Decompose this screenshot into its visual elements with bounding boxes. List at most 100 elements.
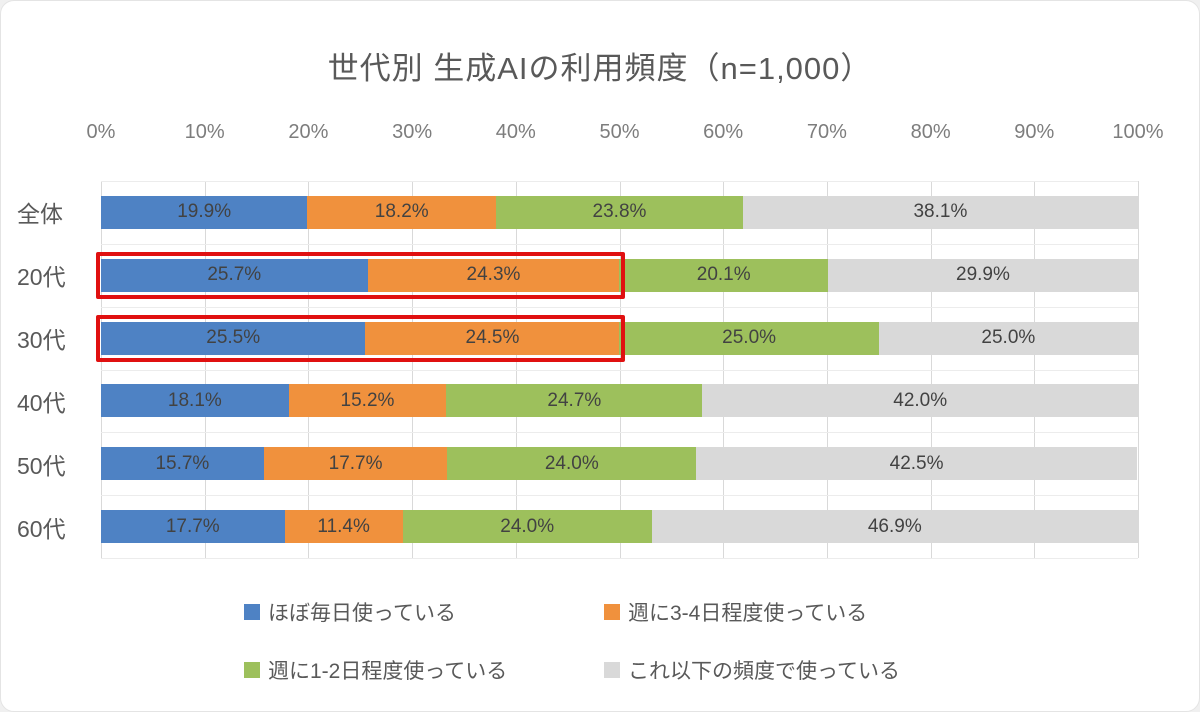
bar-segment: 17.7%	[101, 510, 285, 544]
gridline-horizontal	[101, 306, 1138, 308]
bar-value-label: 42.0%	[893, 389, 948, 411]
bar-segment: 24.0%	[447, 447, 697, 481]
legend-label: 週に1-2日程度使っている	[268, 660, 508, 683]
bar-value-label: 17.7%	[328, 452, 383, 474]
bar-track: 25.5% 24.5% 25.0% 25.0%	[96, 314, 1138, 362]
category-axis: 全体 20代 30代 40代 50代 60代	[1, 181, 91, 558]
bar-segment: 42.5%	[696, 447, 1137, 481]
bar-segment: 25.0%	[619, 321, 879, 355]
bar-segment: 25.7%	[101, 258, 368, 292]
plot-area: 19.9% 18.2% 23.8% 38.1% 25.7% 24.3% 20.1% 29.9%…	[96, 181, 1139, 559]
gridline-horizontal	[101, 432, 1138, 434]
category-label: 50代	[17, 452, 66, 479]
bar-segment: 24.7%	[446, 384, 703, 418]
bar-row: 25.7% 24.3% 20.1% 29.9%	[96, 244, 1138, 307]
x-tick-label: 0%	[86, 121, 116, 143]
legend-swatch-icon	[244, 604, 260, 620]
bar-value-label: 24.3%	[466, 264, 521, 286]
bar-segment: 29.9%	[827, 258, 1138, 292]
category-label: 20代	[17, 264, 66, 291]
bar-track: 18.1% 15.2% 24.7% 42.0%	[101, 384, 1138, 418]
bar-value-label: 18.1%	[167, 389, 222, 411]
x-tick-label: 60%	[703, 121, 744, 143]
bar-value-label: 25.0%	[722, 327, 777, 349]
bar-track: 15.7% 17.7% 24.0% 42.5%	[101, 447, 1138, 481]
x-tick-label: 50%	[599, 121, 640, 143]
bar-row: 25.5% 24.5% 25.0% 25.0%	[96, 307, 1138, 370]
bar-value-label: 15.7%	[155, 452, 210, 474]
bar-row: 19.9% 18.2% 23.8% 38.1%	[101, 181, 1138, 244]
bar-value-label: 23.8%	[592, 201, 647, 223]
bar-segment: 24.0%	[402, 510, 652, 544]
legend-item: 週に1-2日程度使っている	[244, 655, 604, 685]
legend-swatch-icon	[604, 662, 620, 678]
bar-value-label: 19.9%	[177, 201, 232, 223]
x-tick-label: 40%	[495, 121, 536, 143]
bar-segment: 20.1%	[619, 258, 828, 292]
gridline-horizontal	[101, 243, 1138, 245]
legend-label: ほぼ毎日使っている	[268, 602, 456, 625]
bar-value-label: 46.9%	[867, 515, 922, 537]
bar-segment: 24.5%	[365, 321, 620, 355]
legend-label: 週に3-4日程度使っている	[628, 602, 868, 625]
bar-row: 17.7% 11.4% 24.0% 46.9%	[101, 495, 1138, 558]
bar-segment: 46.9%	[651, 510, 1138, 544]
bar-segment: 17.7%	[263, 447, 448, 481]
bar-value-label: 42.5%	[889, 452, 944, 474]
bar-value-label: 29.9%	[956, 264, 1010, 286]
bar-value-label: 25.0%	[981, 327, 1036, 349]
gridline-vertical	[1138, 181, 1139, 558]
bar-row: 15.7% 17.7% 24.0% 42.5%	[101, 432, 1138, 495]
bar-segment: 25.0%	[878, 321, 1138, 355]
x-tick-label: 80%	[910, 121, 951, 143]
bar-value-label: 24.7%	[547, 389, 602, 411]
legend-item: これ以下の頻度で使っている	[604, 655, 900, 685]
gridline-horizontal	[101, 181, 1138, 182]
bar-segment: 25.5%	[101, 321, 366, 355]
bar-track: 19.9% 18.2% 23.8% 38.1%	[101, 195, 1138, 229]
category-label: 60代	[17, 515, 66, 542]
gridline-horizontal	[101, 495, 1138, 497]
bar-segment: 15.7%	[101, 447, 264, 481]
bar-track: 17.7% 11.4% 24.0% 46.9%	[101, 510, 1138, 544]
bar-value-label: 18.2%	[374, 201, 429, 223]
bar-value-label: 11.4%	[317, 515, 370, 537]
x-tick-label: 100%	[1112, 121, 1164, 143]
bar-segment: 11.4%	[284, 510, 403, 544]
bar-segment: 38.1%	[742, 195, 1138, 229]
bar-segment: 19.9%	[101, 195, 308, 229]
bar-value-label: 20.1%	[696, 264, 751, 286]
bar-row: 18.1% 15.2% 24.7% 42.0%	[101, 370, 1138, 433]
bar-value-label: 24.0%	[544, 452, 599, 474]
x-tick-label: 20%	[288, 121, 329, 143]
chart-title: 世代別 生成AIの利用頻度（n=1,000）	[327, 51, 873, 86]
bar-segment: 42.0%	[702, 384, 1138, 418]
legend-swatch-icon	[244, 662, 260, 678]
gridline-horizontal	[101, 369, 1138, 371]
bar-track: 25.7% 24.3% 20.1% 29.9%	[96, 251, 1138, 299]
x-tick-label: 70%	[806, 121, 847, 143]
bar-segment: 18.1%	[101, 384, 289, 418]
bar-value-label: 25.7%	[207, 264, 262, 286]
bar-value-label: 38.1%	[913, 201, 968, 223]
legend-swatch-icon	[604, 604, 620, 620]
legend: ほぼ毎日使っている 週に3-4日程度使っている週に1-2日程度使っている これ以下の…	[244, 597, 900, 685]
bar-segment: 15.2%	[288, 384, 447, 418]
bar-value-label: 17.7%	[165, 515, 220, 537]
bar-value-label: 15.2%	[340, 389, 395, 411]
gridline-horizontal	[101, 558, 1138, 559]
legend-item: 週に3-4日程度使っている	[604, 597, 900, 627]
x-tick-label: 90%	[1014, 121, 1055, 143]
bar-value-label: 24.5%	[465, 327, 520, 349]
legend-label: これ以下の頻度で使っている	[628, 660, 900, 683]
category-label: 40代	[17, 389, 66, 416]
bar-value-label: 25.5%	[206, 327, 261, 349]
bar-segment: 18.2%	[307, 195, 497, 229]
legend-item: ほぼ毎日使っている	[244, 597, 604, 627]
x-tick-label: 10%	[184, 121, 225, 143]
bar-segment: 24.3%	[367, 258, 620, 292]
bar-value-label: 24.0%	[500, 515, 555, 537]
bar-segment: 23.8%	[496, 195, 743, 229]
category-label: 全体	[17, 201, 63, 228]
category-label: 30代	[17, 327, 66, 354]
